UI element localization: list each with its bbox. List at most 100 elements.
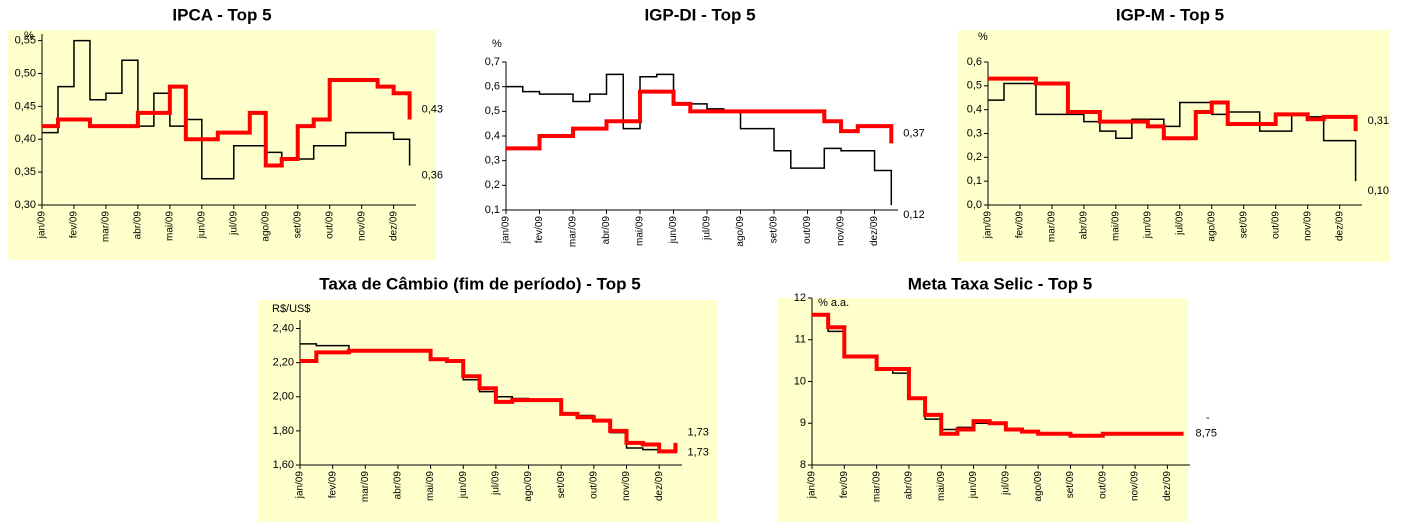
y-tick-label: 0,6 xyxy=(967,56,982,68)
y-axis-unit: % xyxy=(24,30,34,42)
chart-title: IPCA - Top 5 xyxy=(172,5,271,24)
series-line xyxy=(812,312,1184,438)
x-tick-label: ago/09 xyxy=(735,216,746,247)
y-tick-label: 0,35 xyxy=(15,166,36,178)
x-tick-label: fev/09 xyxy=(69,211,80,239)
x-tick-label: ago/09 xyxy=(260,211,271,242)
y-tick-label: 9 xyxy=(800,417,806,429)
series-line xyxy=(506,73,893,206)
x-tick-label: out/09 xyxy=(1097,471,1108,499)
chart: Taxa de Câmbio (fim de período) - Top 5 R… xyxy=(258,274,718,522)
x-tick-label: jan/09 xyxy=(501,216,512,245)
x-tick-label: ago/09 xyxy=(523,471,534,502)
end-label: 0,36 xyxy=(422,169,443,181)
x-tick-label: out/09 xyxy=(1270,211,1281,239)
x-tick-label: set/09 xyxy=(1238,211,1249,239)
y-tick-label: 0,2 xyxy=(485,179,500,191)
y-tick-label: 2,40 xyxy=(273,322,294,334)
x-tick-label: nov/09 xyxy=(1302,211,1313,241)
x-tick-label: mar/09 xyxy=(871,471,882,503)
chart: IGP-M - Top 5% 0,0 0,1 0,2 0,3 0,4 0,5 0,6 jan/0… xyxy=(958,5,1390,262)
end-label: 8,75 xyxy=(1196,428,1217,440)
chart: IPCA - Top 5% 0,30 0,35 0,40 0,45 0,50 0,55 jan… xyxy=(8,5,443,260)
y-tick-label: 8 xyxy=(800,459,806,471)
x-tick-label: nov/09 xyxy=(836,216,847,246)
x-tick-label: dez/09 xyxy=(1162,471,1173,501)
x-tick-label: nov/09 xyxy=(621,471,632,501)
x-tick-label: dez/09 xyxy=(1334,211,1345,241)
x-tick-label: out/09 xyxy=(802,216,813,244)
y-tick-label: 0,50 xyxy=(15,67,36,79)
chart-title: Meta Taxa Selic - Top 5 xyxy=(908,274,1093,293)
y-tick-label: 1,60 xyxy=(273,459,294,471)
x-tick-label: mar/09 xyxy=(1047,211,1058,243)
x-tick-label: mar/09 xyxy=(568,216,579,248)
y-tick-label: 0,4 xyxy=(485,130,500,142)
plot-background xyxy=(778,298,1188,522)
x-tick-label: jan/09 xyxy=(295,471,306,500)
x-tick-label: jun/09 xyxy=(668,216,679,245)
x-tick-label: jul/09 xyxy=(1000,471,1011,496)
x-tick-label: fev/09 xyxy=(327,471,338,499)
x-tick-label: mai/09 xyxy=(635,216,646,246)
x-tick-label: abr/09 xyxy=(133,211,144,240)
y-tick-label: 0,4 xyxy=(967,104,982,116)
x-tick-label: mai/09 xyxy=(165,211,176,241)
x-tick-label: abr/09 xyxy=(1079,211,1090,240)
x-tick-label: dez/09 xyxy=(654,471,665,501)
y-tick-label: 0,0 xyxy=(967,199,982,211)
x-tick-label: jan/09 xyxy=(37,211,48,240)
y-axis-unit: % a.a. xyxy=(818,297,849,309)
x-tick-label: nov/09 xyxy=(1130,471,1141,501)
x-tick-label: out/09 xyxy=(324,211,335,239)
y-tick-label: 1,80 xyxy=(273,425,294,437)
x-tick-label: ago/09 xyxy=(1206,211,1217,242)
x-tick-label: jul/09 xyxy=(228,211,239,236)
end-label: 0,12 xyxy=(903,209,924,221)
x-tick-label: mai/09 xyxy=(1111,211,1122,241)
y-axis-unit: R$/US$ xyxy=(272,303,311,315)
y-axis-unit: % xyxy=(492,38,502,50)
x-tick-label: abr/09 xyxy=(904,471,915,500)
end-label: 0,10 xyxy=(1368,185,1389,197)
chart: Meta Taxa Selic - Top 5 % a.a. 8 9 10 11 12 jan… xyxy=(778,274,1217,522)
x-tick-label: jul/09 xyxy=(1174,211,1185,236)
series-line xyxy=(42,39,411,180)
x-tick-label: jan/09 xyxy=(807,471,818,500)
x-tick-label: abr/09 xyxy=(601,216,612,245)
x-tick-label: jun/09 xyxy=(196,211,207,240)
chart: IGP-DI - Top 5% 0,1 0,2 0,3 0,4 0,5 0,6 0,7 jan/… xyxy=(458,5,928,262)
x-tick-label: dez/09 xyxy=(388,211,399,241)
y-tick-label: 2,00 xyxy=(273,391,294,403)
y-tick-label: 0,6 xyxy=(485,81,500,93)
x-tick-label: fev/09 xyxy=(1015,211,1026,239)
x-tick-label: fev/09 xyxy=(839,471,850,499)
plot-background xyxy=(458,30,928,262)
x-tick-label: dez/09 xyxy=(869,216,880,246)
x-tick-label: jul/09 xyxy=(702,216,713,241)
x-tick-label: out/09 xyxy=(588,471,599,499)
end-label: 0,43 xyxy=(422,103,443,115)
y-tick-label: 0,1 xyxy=(485,204,500,216)
y-tick-label: 0,40 xyxy=(15,133,36,145)
x-tick-label: jun/09 xyxy=(1142,211,1153,240)
x-tick-label: nov/09 xyxy=(356,211,367,241)
plot-background xyxy=(958,30,1390,262)
series-line xyxy=(506,89,894,151)
y-tick-label: 0,5 xyxy=(485,105,500,117)
end-label: 0,37 xyxy=(903,127,924,139)
x-tick-label: set/09 xyxy=(556,471,567,499)
chart-title: IGP-DI - Top 5 xyxy=(644,5,755,24)
y-tick-label: 0,5 xyxy=(967,80,982,92)
y-tick-label: 0,30 xyxy=(15,199,36,211)
chart-title: Taxa de Câmbio (fim de período) - Top 5 xyxy=(319,274,640,293)
y-axis-unit: % xyxy=(978,31,988,43)
y-tick-label: 11 xyxy=(795,334,806,346)
chart-title: IGP-M - Top 5 xyxy=(1116,5,1224,24)
x-tick-label: set/09 xyxy=(292,211,303,239)
x-tick-label: mar/09 xyxy=(101,211,112,243)
x-tick-label: jun/09 xyxy=(968,471,979,500)
x-tick-label: mai/09 xyxy=(425,471,436,501)
y-tick-label: 10 xyxy=(794,375,806,387)
x-tick-label: mai/09 xyxy=(936,471,947,501)
